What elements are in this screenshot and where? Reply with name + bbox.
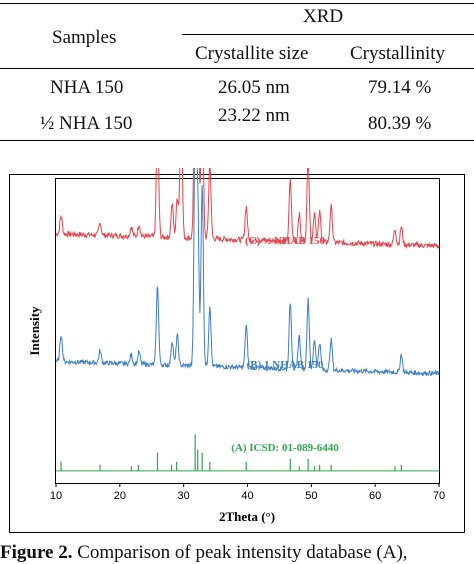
x-axis-label: 2Theta (°) xyxy=(219,509,275,524)
row-1-sample: NHA 150 xyxy=(50,77,124,98)
xrd-figure: (C) ½ NHAB 150 (B) 1 NHAB 150 (A) ICSD: 01… xyxy=(0,168,474,563)
x-tick-label: 30 xyxy=(178,490,190,502)
row-2-sample: ½ NHA 150 xyxy=(40,113,133,134)
series-label: (A) ICSD: 01-089-6440 xyxy=(231,442,339,454)
header-bottom-rule xyxy=(0,68,474,69)
x-tick-label: 40 xyxy=(241,490,253,502)
results-table: Samples XRD Crystallite size Crystallini… xyxy=(0,0,474,150)
row-1-size: 26.05 nm xyxy=(218,77,290,98)
xrd-chart: (C) ½ NHAB 150 (B) 1 NHAB 150 (A) ICSD: 01… xyxy=(9,168,465,533)
figure-frame xyxy=(9,174,465,533)
caption-label: Figure 2. xyxy=(0,542,73,563)
figure-caption: Figure 2. Comparison of peak intensity d… xyxy=(0,542,408,564)
x-tick-label: 10 xyxy=(50,490,62,502)
header-samples: Samples xyxy=(52,27,117,48)
xrd-group-rule xyxy=(182,34,474,35)
header-crystallinity: Crystallinity xyxy=(350,43,445,64)
row-2-crystallinity: 80.39 % xyxy=(368,113,432,134)
series-c-line xyxy=(55,168,440,250)
series-b-line xyxy=(55,168,440,377)
y-axis-label: Intensity xyxy=(27,306,42,356)
header-crystallite-size: Crystallite size xyxy=(195,43,309,64)
x-tick-label: 60 xyxy=(369,490,381,502)
row-1-crystallinity: 79.14 % xyxy=(368,77,432,98)
table-top-rule xyxy=(0,3,474,4)
x-tick-label: 20 xyxy=(114,490,126,502)
series-label: (C) ½ NHAB 150 xyxy=(245,235,326,247)
x-tick-label: 50 xyxy=(305,490,317,502)
x-tick-label: 70 xyxy=(433,490,445,502)
row-2-size: 23.22 nm xyxy=(218,105,290,126)
caption-text: Comparison of peak intensity database (A… xyxy=(72,542,408,563)
table-bottom-rule xyxy=(0,140,474,141)
header-xrd: XRD xyxy=(303,6,344,27)
series-label: (B) 1 NHAB 150 xyxy=(247,359,324,371)
